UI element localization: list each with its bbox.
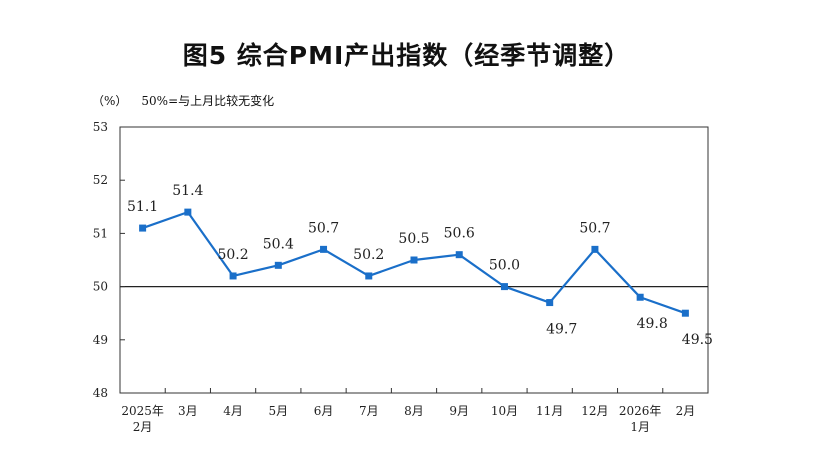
y-tick-label: 49 bbox=[93, 333, 108, 347]
y-tick-label: 48 bbox=[93, 386, 108, 400]
x-tick-label: 2月 bbox=[676, 404, 696, 418]
data-label: 51.1 bbox=[127, 199, 158, 215]
x-tick-label: 6月 bbox=[314, 404, 334, 418]
x-tick-label: 8月 bbox=[404, 404, 424, 418]
data-label: 50.0 bbox=[489, 258, 520, 274]
data-point-marker bbox=[410, 256, 418, 264]
data-point-marker bbox=[184, 208, 192, 216]
x-tick-label: 2026年 bbox=[619, 404, 662, 418]
x-tick-label: 2025年 bbox=[121, 404, 164, 418]
axis-unit-note: （%） 50%=与上月比较无变化 bbox=[92, 92, 288, 109]
x-tick-label: 12月 bbox=[581, 404, 608, 418]
data-label: 49.7 bbox=[546, 322, 577, 338]
data-label: 50.7 bbox=[579, 220, 610, 236]
data-label: 50.4 bbox=[263, 236, 294, 252]
data-label: 51.4 bbox=[172, 183, 203, 199]
x-tick-label: 9月 bbox=[449, 404, 469, 418]
y-tick-label: 50 bbox=[93, 280, 108, 294]
data-point-marker bbox=[636, 293, 644, 301]
x-tick-label: 3月 bbox=[178, 404, 198, 418]
data-point-marker bbox=[455, 251, 463, 259]
x-tick-label: 5月 bbox=[268, 404, 288, 418]
data-point-marker bbox=[139, 224, 147, 232]
data-point-marker bbox=[365, 272, 373, 280]
data-label: 50.2 bbox=[217, 247, 248, 263]
data-point-marker bbox=[591, 245, 599, 253]
y-tick-label: 51 bbox=[93, 226, 108, 240]
data-point-marker bbox=[320, 245, 328, 253]
data-point-marker bbox=[546, 299, 554, 307]
y-unit-label: （%） bbox=[92, 94, 128, 108]
x-tick-label: 4月 bbox=[223, 404, 243, 418]
data-point-marker bbox=[274, 261, 282, 269]
x-tick-label: 11月 bbox=[536, 404, 563, 418]
data-label: 50.2 bbox=[353, 247, 384, 263]
data-point-marker bbox=[681, 309, 689, 317]
reference-note: 50%=与上月比较无变化 bbox=[141, 94, 275, 108]
x-tick-label: 2月 bbox=[133, 420, 153, 434]
x-tick-label: 7月 bbox=[359, 404, 379, 418]
plot-frame bbox=[119, 126, 709, 394]
x-tick-label: 1月 bbox=[630, 420, 650, 434]
data-label: 49.5 bbox=[682, 332, 713, 348]
data-point-marker bbox=[500, 283, 508, 291]
y-tick-label: 53 bbox=[93, 120, 108, 134]
data-point-marker bbox=[229, 272, 237, 280]
x-tick-label: 10月 bbox=[491, 404, 518, 418]
data-label: 49.8 bbox=[637, 316, 668, 332]
y-tick-label: 52 bbox=[93, 173, 108, 187]
data-label: 50.5 bbox=[398, 231, 429, 247]
data-label: 50.6 bbox=[444, 226, 475, 242]
chart-title: 图5 综合PMI产出指数（经季节调整） bbox=[182, 41, 631, 70]
data-label: 50.7 bbox=[308, 220, 339, 236]
